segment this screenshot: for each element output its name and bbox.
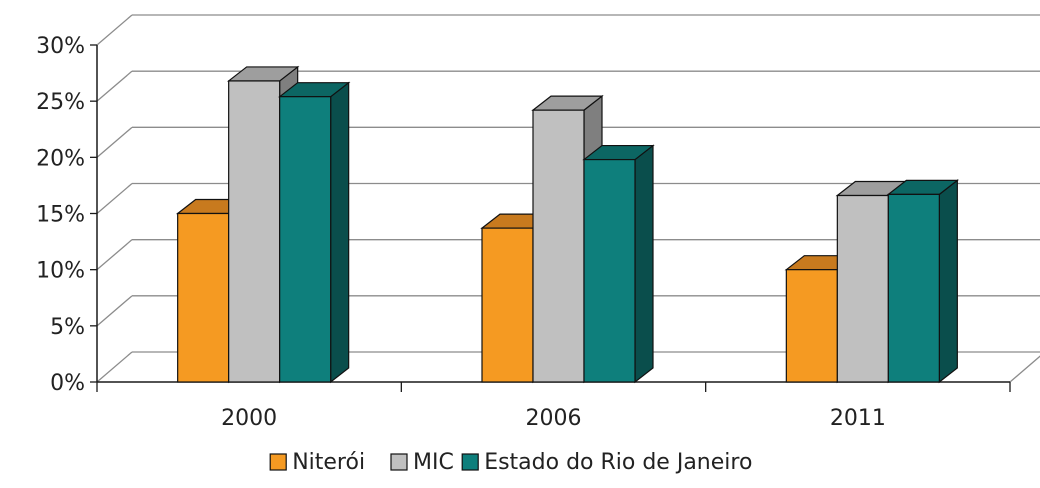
- legend-item-estado-do-rio-de-janeiro: Estado do Rio de Janeiro: [461, 450, 752, 475]
- y-tick-label: 25%: [36, 90, 85, 115]
- legend-label: Estado do Rio de Janeiro: [484, 450, 752, 475]
- bar-front: [279, 96, 332, 383]
- gridline-diagonal: [96, 239, 133, 271]
- y-tick-label: 30%: [36, 34, 85, 59]
- y-tick-label: 0%: [50, 371, 85, 396]
- bar-estado-do-rio-de-janeiro-2006: [582, 144, 655, 384]
- bar-front: [532, 109, 585, 383]
- axis-labels: 0% 5% 10% 15% 20% 25% 30% 2000 2006 2011: [36, 34, 886, 431]
- bar-estado-do-rio-de-janeiro-2011: [886, 179, 960, 384]
- legend-swatch: [269, 453, 287, 471]
- legend-label: Niterói: [292, 450, 365, 475]
- x-category-label: 2006: [526, 406, 582, 431]
- bars: [175, 65, 960, 384]
- bar-front: [836, 194, 889, 383]
- y-tick-label: 15%: [36, 203, 85, 228]
- bar-front: [887, 193, 940, 383]
- y-tick-label: 10%: [36, 259, 85, 284]
- legend-swatch: [390, 453, 408, 471]
- legend-swatch: [461, 453, 479, 471]
- x-category-label: 2011: [830, 406, 886, 431]
- gridline-diagonal: [96, 183, 133, 214]
- gridline-diagonal: [96, 126, 133, 158]
- floor-edge: [1009, 355, 1040, 383]
- legend-item-mic: MIC: [390, 450, 454, 475]
- bar-front: [785, 269, 838, 383]
- bar-side: [634, 144, 654, 384]
- x-category-label: 2000: [221, 406, 277, 431]
- bar-side: [938, 179, 958, 384]
- gridline-diagonal: [96, 351, 133, 383]
- bar-side: [330, 81, 350, 384]
- bar-estado-do-rio-de-janeiro-2000: [277, 81, 351, 384]
- gridline-diagonal: [96, 295, 133, 327]
- bar-front: [177, 212, 230, 383]
- y-tick-label: 5%: [50, 315, 85, 340]
- legend-label: MIC: [413, 450, 454, 475]
- y-tick-label: 20%: [36, 146, 85, 171]
- gridline-diagonal: [96, 70, 133, 102]
- legend: Niterói MIC Estado do Rio de Janeiro: [269, 450, 752, 475]
- legend-item-niteroi: Niterói: [269, 450, 365, 475]
- bar-front: [228, 80, 281, 383]
- bar-front: [481, 227, 534, 383]
- gridline-diagonal: [96, 14, 133, 46]
- bar-front: [583, 158, 636, 383]
